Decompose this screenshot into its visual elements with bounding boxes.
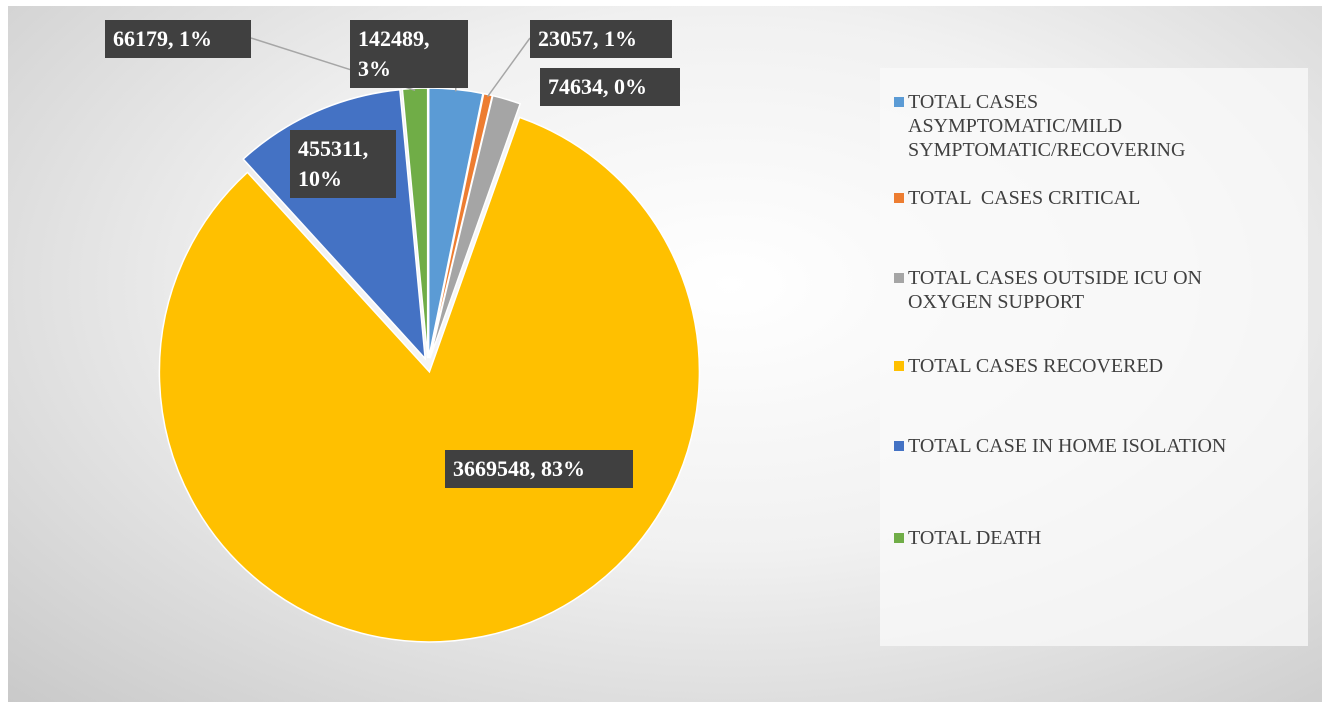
data-label: 142489, 3% [350,20,468,88]
legend-label: TOTAL CASES RECOVERED [908,355,1164,377]
legend-label: TOTAL CASES ASYMPTOMATIC/MILD SYMPTOMATI… [908,91,1186,161]
legend-entry: TOTAL CASES RECOVERED [894,354,1308,378]
legend: TOTAL CASES ASYMPTOMATIC/MILD SYMPTOMATI… [880,68,1308,646]
data-label: 3669548, 83% [445,450,633,488]
legend-swatch [894,273,904,283]
pie-chart [158,37,701,643]
pie-slice [429,94,522,359]
data-label: 66179, 1% [105,20,251,58]
pie-slice [158,116,701,643]
pie-slice [401,87,429,359]
legend-swatch [894,441,904,451]
data-label: 455311, 10% [290,130,396,198]
legend-entry: TOTAL CASES OUTSIDE ICU ON OXYGEN SUPPOR… [894,266,1248,314]
data-label: 23057, 1% [530,20,672,58]
legend-label: TOTAL CASES CRITICAL [908,187,1141,209]
legend-label: TOTAL CASE IN HOME ISOLATION [908,435,1227,457]
legend-label: TOTAL CASES OUTSIDE ICU ON OXYGEN SUPPOR… [908,267,1207,313]
leader-line [486,37,531,97]
chart-area: TOTAL CASES ASYMPTOMATIC/MILD SYMPTOMATI… [8,6,1322,702]
legend-entry: TOTAL CASES ASYMPTOMATIC/MILD SYMPTOMATI… [894,90,1238,162]
data-label: 74634, 0% [540,68,680,106]
legend-label: TOTAL DEATH [908,527,1042,549]
legend-entry: TOTAL DEATH [894,526,1308,550]
legend-swatch [894,533,904,543]
legend-swatch [894,361,904,371]
legend-swatch [894,193,904,203]
legend-entry: TOTAL CASE IN HOME ISOLATION [894,434,1308,458]
legend-entry: TOTAL CASES CRITICAL [894,186,1308,210]
legend-swatch [894,97,904,107]
